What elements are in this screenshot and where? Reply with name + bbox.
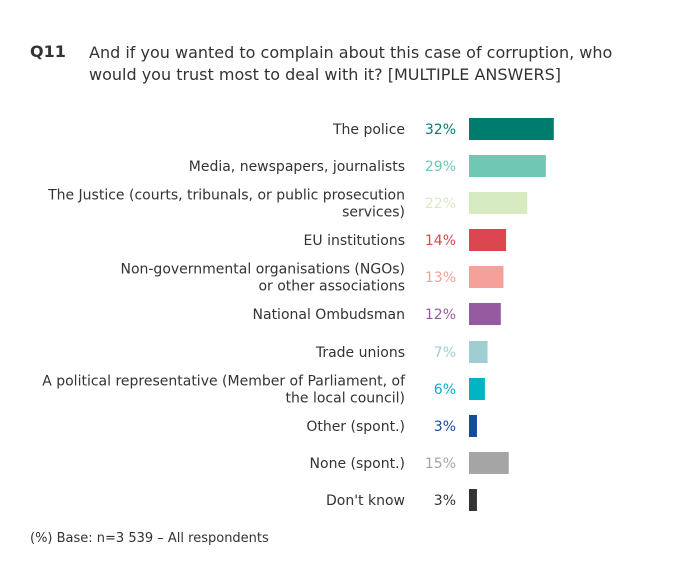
bar [469,266,504,288]
bar [469,341,488,363]
bar [469,489,477,511]
value-label: 22% [425,196,456,212]
category-label: Other (spont.) [306,419,405,435]
value-label: 6% [434,382,456,398]
category-label: The police [332,122,405,138]
category-label: Don't know [326,493,405,509]
category-label: National Ombudsman [253,307,405,323]
category-label: A political representative (Member of Pa… [42,374,406,407]
value-label: 7% [434,345,456,361]
category-label: EU institutions [304,233,405,249]
bar [469,415,477,437]
value-label: 15% [425,456,456,472]
value-label: 3% [434,493,456,509]
bar [469,118,554,140]
category-label: Media, newspapers, journalists [189,159,405,175]
bar [469,378,485,400]
bar [469,452,509,474]
value-label: 12% [425,307,456,323]
bar [469,303,501,325]
category-label: The Justice (courts, tribunals, or publi… [47,188,405,221]
category-label: Non-governmental organisations (NGOs) or … [120,262,405,295]
question-number: Q11 [30,42,66,61]
base-footnote: (%) Base: n=3 539 – All respondents [30,531,269,546]
bar [469,229,507,251]
value-label: 14% [425,233,456,249]
value-label: 29% [425,159,456,175]
bar [469,155,546,177]
bar [469,192,528,214]
category-label: None (spont.) [310,456,405,472]
value-label: 3% [434,419,456,435]
value-label: 13% [425,270,456,286]
category-label: Trade unions [315,345,405,361]
value-label: 32% [425,122,456,138]
question-text: And if you wanted to complain about this… [89,43,613,84]
